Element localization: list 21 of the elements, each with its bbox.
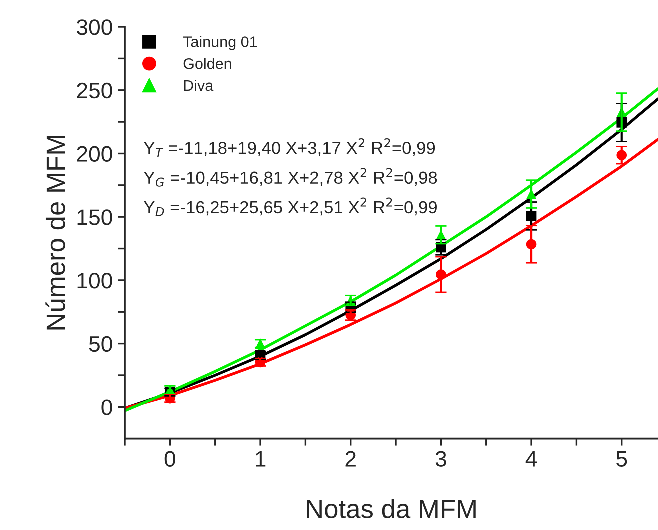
y-axis-title: Número de MFM [46,136,66,330]
annotation: Y$_{T}$ =-11,18+19,40 X+3,17 X$^{2}$ R$^{2}$=0,99 [144,138,436,157]
y-tick-label: 250 [77,82,112,99]
x-axis-title: Notas da MFM [307,499,476,519]
y-tick-label: 150 [78,210,112,226]
x-tick-label: 4 [526,451,538,467]
y-tick-label: 50 [89,336,112,352]
annotation: Y$_{G}$ =-10,45+16,81 X+2,78 X$^{2}$ R$^{2}$=0,98 [144,168,438,187]
y-tick-label: 300 [76,20,112,36]
legend-label: Tainung 01 [183,36,258,50]
y-tick-label: 0 [102,400,112,416]
annotation: Y$_{D}$ =-16,25+25,65 X+2,51 X$^{2}$ R$^{2}$=0,99 [144,198,437,216]
y-tick-label: 100 [78,272,112,289]
x-tick-label: 1 [256,451,266,467]
legend-label: Golden [184,58,232,70]
y-tick-label: 200 [77,146,112,162]
x-tick-label: 2 [346,451,356,467]
x-tick-label: 0 [164,451,176,467]
x-tick-label: 5 [616,451,628,467]
legend-label: Diva [184,80,214,92]
x-tick-label: 3 [436,451,446,467]
